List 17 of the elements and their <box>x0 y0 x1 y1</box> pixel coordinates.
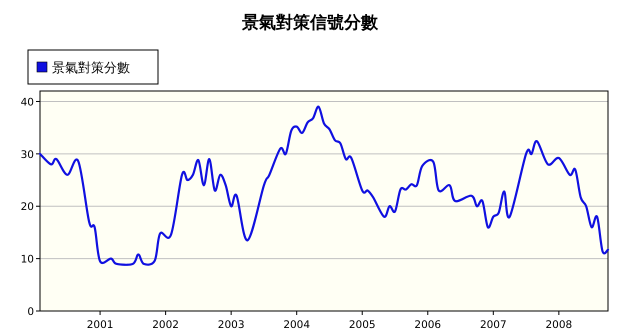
x-tick-label: 2001 <box>86 319 114 331</box>
x-tick-label: 2006 <box>414 319 442 331</box>
y-tick-label: 40 <box>20 96 34 108</box>
chart-title: 景氣對策信號分數 <box>241 13 379 33</box>
y-tick-label: 0 <box>27 306 34 318</box>
legend: 景氣對策分數 <box>28 50 158 84</box>
legend-label: 景氣對策分數 <box>52 61 130 76</box>
x-tick-label: 2008 <box>545 319 572 331</box>
y-tick-label: 30 <box>20 148 34 161</box>
x-tick-label: 2002 <box>152 319 179 331</box>
y-tick-label: 20 <box>20 201 34 214</box>
y-tick-label: 10 <box>20 254 34 266</box>
x-tick-label: 2005 <box>348 319 376 331</box>
line-series <box>38 106 610 266</box>
x-tick-label: 2004 <box>283 319 310 331</box>
x-tick-label: 2007 <box>480 319 507 331</box>
x-tick-label: 2003 <box>218 319 245 331</box>
